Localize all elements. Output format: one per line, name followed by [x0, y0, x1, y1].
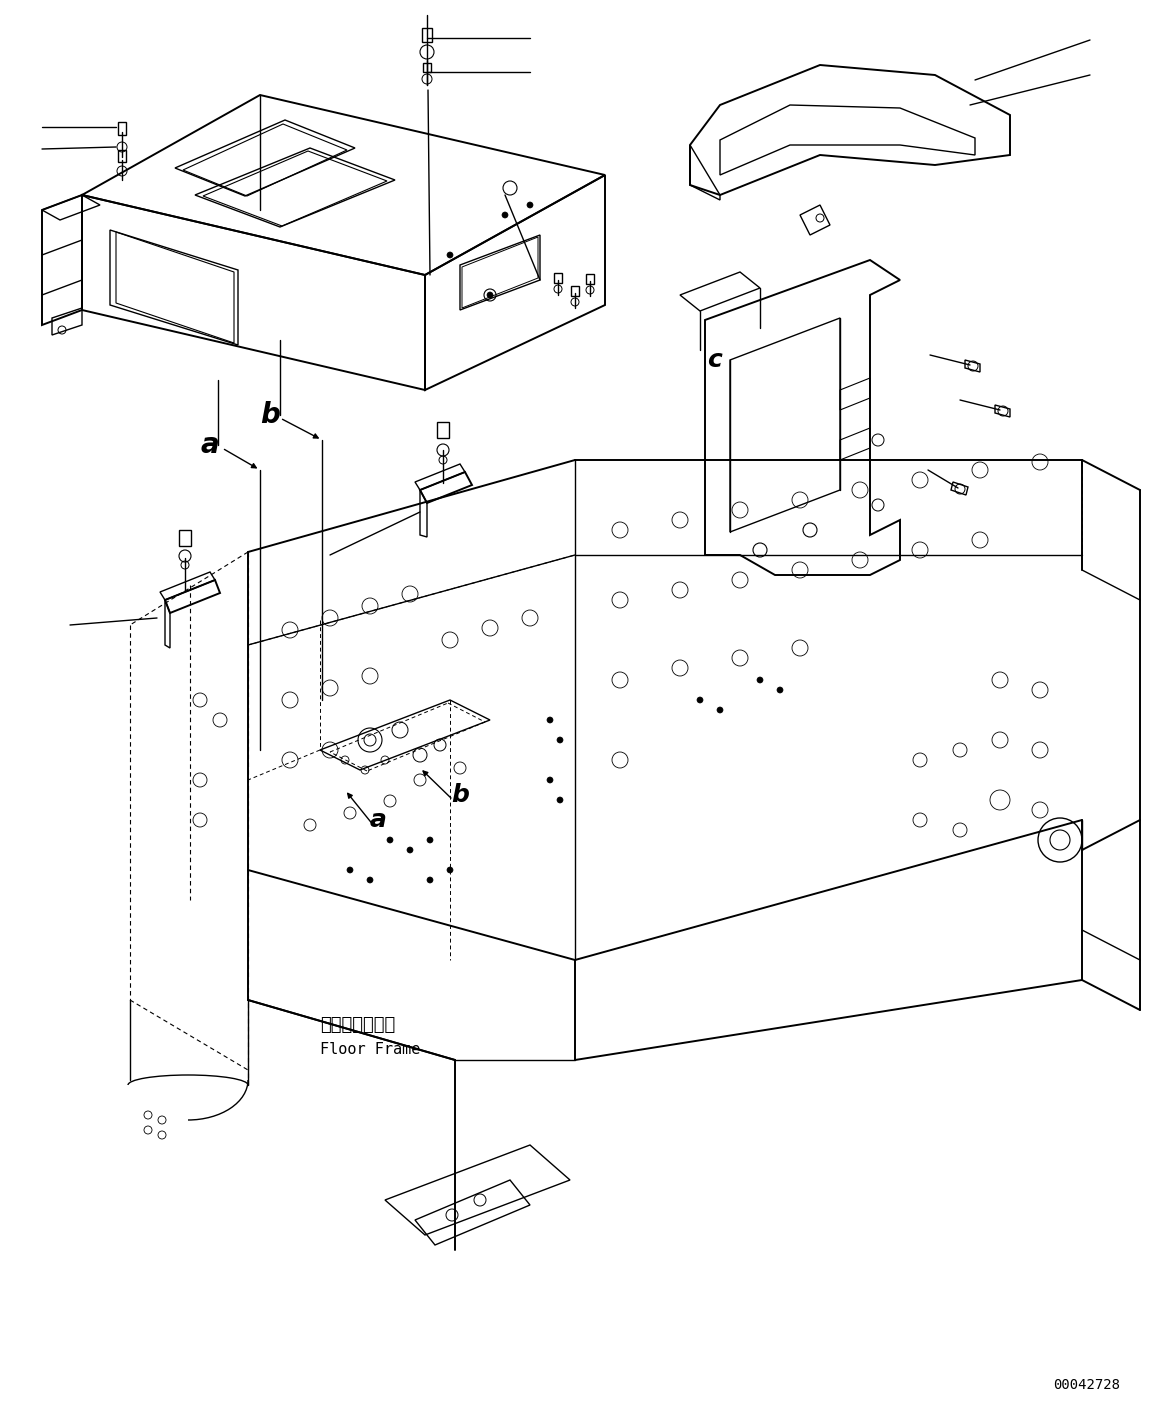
Circle shape: [407, 847, 413, 852]
Circle shape: [347, 867, 354, 874]
Text: c: c: [707, 348, 722, 372]
Circle shape: [557, 797, 563, 803]
Text: b: b: [451, 783, 469, 807]
Text: b: b: [261, 402, 280, 428]
Circle shape: [487, 292, 493, 297]
Text: フロアフレーム: フロアフレーム: [320, 1016, 395, 1034]
Circle shape: [527, 201, 533, 209]
Circle shape: [387, 837, 393, 843]
Circle shape: [502, 211, 508, 218]
Circle shape: [368, 876, 373, 883]
Text: Floor Frame: Floor Frame: [320, 1043, 420, 1058]
Circle shape: [447, 252, 454, 258]
Text: 00042728: 00042728: [1053, 1378, 1120, 1392]
Circle shape: [757, 676, 763, 683]
Circle shape: [557, 737, 563, 743]
Circle shape: [547, 776, 552, 783]
Text: a: a: [370, 807, 386, 831]
Circle shape: [697, 697, 702, 703]
Circle shape: [718, 707, 723, 713]
Circle shape: [447, 867, 454, 874]
Polygon shape: [422, 28, 431, 42]
Circle shape: [427, 876, 433, 883]
Circle shape: [777, 688, 783, 693]
Circle shape: [547, 717, 552, 723]
Text: a: a: [201, 431, 220, 459]
Circle shape: [427, 837, 433, 843]
